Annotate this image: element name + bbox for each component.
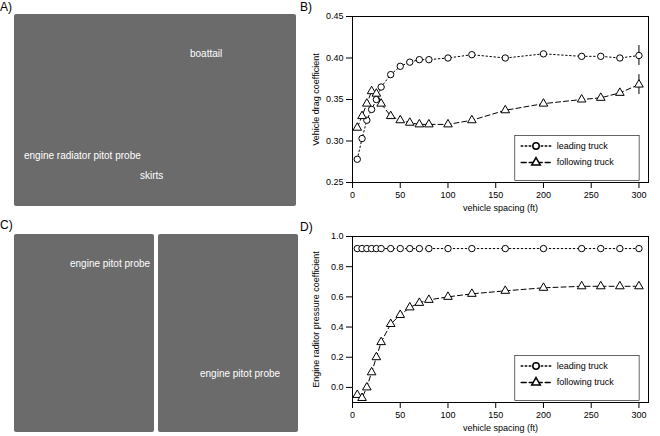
svg-text:Engine raditor pressure coeffi: Engine raditor pressure coefficient — [311, 251, 321, 388]
svg-text:0.40: 0.40 — [326, 53, 344, 63]
svg-text:0.35: 0.35 — [326, 94, 344, 104]
svg-text:0.30: 0.30 — [326, 136, 344, 146]
svg-text:0.2: 0.2 — [331, 352, 344, 362]
svg-text:0.8: 0.8 — [331, 262, 344, 272]
svg-text:100: 100 — [440, 410, 455, 420]
html-text:B): B) — [300, 0, 312, 14]
svg-text:100: 100 — [440, 190, 455, 200]
svg-text:150: 150 — [488, 190, 503, 200]
svg-text:0: 0 — [350, 190, 355, 200]
svg-text:200: 200 — [536, 190, 551, 200]
svg-text:0.25: 0.25 — [326, 177, 344, 187]
svg-text:150: 150 — [488, 410, 503, 420]
svg-text:50: 50 — [395, 410, 405, 420]
svg-text:250: 250 — [584, 410, 599, 420]
html-text:engine radiator pitot probe: engine radiator pitot probe — [24, 150, 141, 161]
html-text:engine pitot probe: engine pitot probe — [200, 368, 281, 379]
svg-text:Vehicle drag coefficient: Vehicle drag coefficient — [311, 53, 321, 146]
html-text:D): D) — [300, 220, 313, 234]
svg-text:0.0: 0.0 — [331, 382, 344, 392]
html-text:engine pitot probe: engine pitot probe — [70, 258, 151, 269]
svg-text:1.0: 1.0 — [331, 231, 344, 241]
html-text:A): A) — [0, 0, 12, 14]
svg-text:0.45: 0.45 — [326, 11, 344, 21]
svg-text:following truck: following truck — [557, 157, 615, 167]
svg-text:250: 250 — [584, 190, 599, 200]
html-text:boattail: boattail — [190, 48, 223, 59]
html-text:skirts: skirts — [140, 170, 164, 181]
svg-text:50: 50 — [395, 190, 405, 200]
svg-text:300: 300 — [631, 410, 646, 420]
svg-text:leading truck: leading truck — [557, 361, 609, 371]
svg-text:0.4: 0.4 — [331, 322, 344, 332]
svg-text:leading truck: leading truck — [557, 141, 609, 151]
svg-text:0.6: 0.6 — [331, 292, 344, 302]
svg-text:200: 200 — [536, 410, 551, 420]
svg-text:300: 300 — [631, 190, 646, 200]
svg-text:0: 0 — [350, 410, 355, 420]
html-text:C): C) — [0, 218, 13, 232]
svg-text:vehicle spacing (ft): vehicle spacing (ft) — [463, 423, 538, 433]
svg-text:vehicle spacing (ft): vehicle spacing (ft) — [463, 203, 538, 213]
svg-text:following truck: following truck — [557, 377, 615, 387]
